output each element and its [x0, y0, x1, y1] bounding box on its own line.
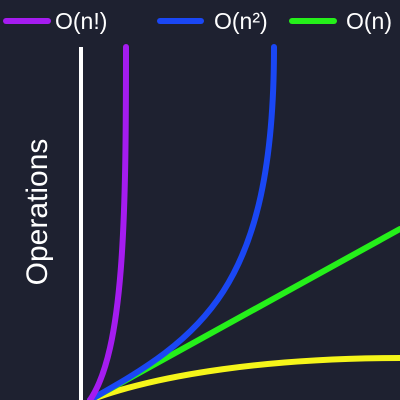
series-line-logarithmic — [87, 355, 400, 400]
legend: O(n!) O(n²) O(n) — [3, 8, 392, 34]
series-line-quadratic — [87, 44, 277, 400]
series-layer — [87, 44, 400, 400]
y-axis-label: Operations — [21, 139, 54, 286]
legend-label-linear: O(n) — [346, 8, 392, 34]
series-line-factorial — [87, 44, 129, 400]
legend-label-factorial: O(n!) — [55, 8, 107, 34]
legend-label-quadratic: O(n²) — [214, 8, 268, 34]
